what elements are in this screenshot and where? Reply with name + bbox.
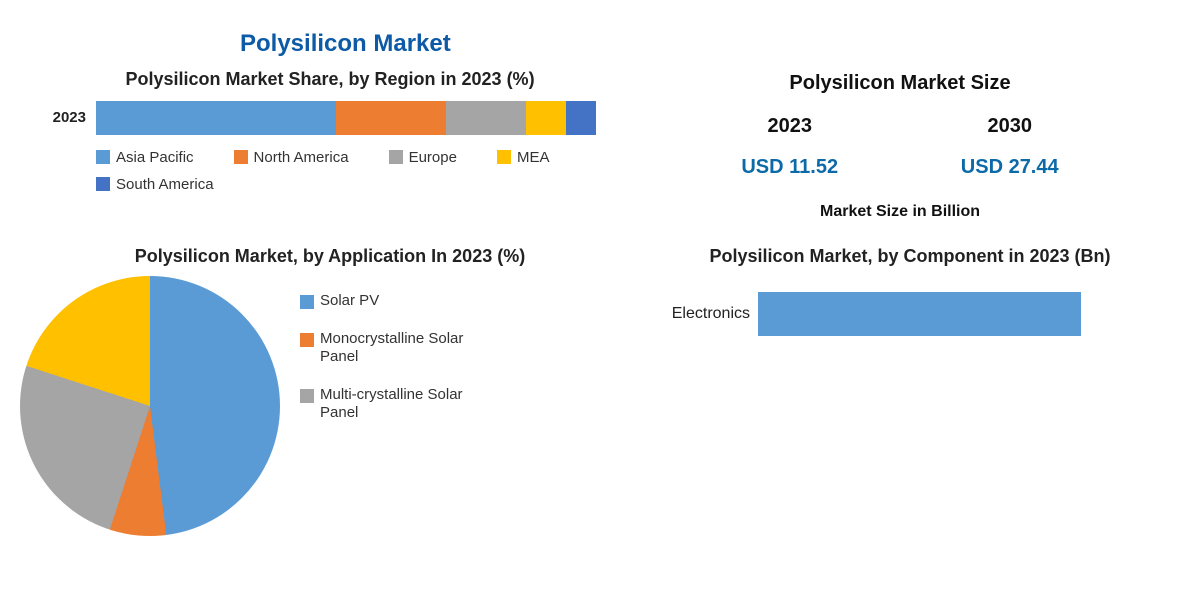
- region-share-row-label: 2023: [26, 109, 86, 126]
- region-segment-0: [96, 101, 336, 135]
- legend-swatch-icon: [96, 150, 110, 164]
- application-title: Polysilicon Market, by Application In 20…: [20, 245, 640, 268]
- application-chart: Polysilicon Market, by Application In 20…: [20, 235, 640, 536]
- region-legend-item-1: North America: [234, 149, 349, 166]
- region-share-chart: Polysilicon Market Share, by Region in 2…: [20, 64, 640, 221]
- legend-swatch-icon: [300, 333, 314, 347]
- component-bar-0: [758, 292, 1081, 336]
- market-size-unit: Market Size in Billion: [680, 203, 1120, 221]
- application-legend-item-0: Solar PV: [300, 292, 480, 310]
- region-share-bar-row: 2023: [26, 101, 634, 135]
- market-size-year-0: 2023: [741, 115, 838, 138]
- region-legend-label-0: Asia Pacific: [116, 149, 194, 166]
- application-legend-label-2: Multi-crystalline Solar Panel: [320, 386, 480, 422]
- legend-swatch-icon: [300, 389, 314, 403]
- application-pie-wrap: [20, 276, 280, 536]
- page-title: Polysilicon Market: [240, 30, 1180, 58]
- region-legend-label-1: North America: [254, 149, 349, 166]
- market-size-title: Polysilicon Market Size: [680, 72, 1120, 95]
- component-bar-row-0: Electronics: [640, 292, 1180, 336]
- region-share-legend: Asia Pacific North America Europe MEA South …: [96, 149, 616, 193]
- application-legend-item-1: Monocrystalline Solar Panel: [300, 330, 480, 366]
- market-size-value-1: USD 27.44: [961, 156, 1059, 179]
- region-legend-label-4: South America: [116, 176, 214, 193]
- region-legend-item-4: South America: [96, 176, 214, 193]
- region-legend-label-3: MEA: [517, 149, 550, 166]
- component-title: Polysilicon Market, by Component in 2023…: [640, 245, 1180, 268]
- region-share-stacked-bar: [96, 101, 596, 135]
- legend-swatch-icon: [234, 150, 248, 164]
- region-legend-item-0: Asia Pacific: [96, 149, 194, 166]
- row-bottom: Polysilicon Market, by Application In 20…: [20, 235, 1180, 536]
- region-segment-4: [566, 101, 596, 135]
- market-size-columns: 2023 USD 11.52 2030 USD 27.44: [680, 115, 1120, 179]
- market-size-col-1: 2030 USD 27.44: [961, 115, 1059, 179]
- application-legend-label-0: Solar PV: [320, 292, 379, 310]
- component-bar-label-0: Electronics: [640, 305, 750, 323]
- region-legend-item-3: MEA: [497, 149, 550, 166]
- market-size-col-0: 2023 USD 11.52: [741, 115, 838, 179]
- region-legend-item-2: Europe: [389, 149, 457, 166]
- component-rows: Electronics: [640, 292, 1180, 336]
- legend-swatch-icon: [497, 150, 511, 164]
- application-legend: Solar PV Monocrystalline Solar Panel Multi…: [300, 276, 480, 422]
- market-size-year-1: 2030: [961, 115, 1059, 138]
- legend-swatch-icon: [96, 177, 110, 191]
- region-legend-label-2: Europe: [409, 149, 457, 166]
- application-body: Solar PV Monocrystalline Solar Panel Multi…: [20, 276, 640, 536]
- legend-swatch-icon: [300, 295, 314, 309]
- region-share-title: Polysilicon Market Share, by Region in 2…: [26, 68, 634, 91]
- component-bar-track-0: [758, 292, 1138, 336]
- region-segment-1: [336, 101, 446, 135]
- region-segment-3: [526, 101, 566, 135]
- application-legend-item-2: Multi-crystalline Solar Panel: [300, 386, 480, 422]
- legend-swatch-icon: [389, 150, 403, 164]
- application-legend-label-1: Monocrystalline Solar Panel: [320, 330, 480, 366]
- market-size-panel: Polysilicon Market Size 2023 USD 11.52 2…: [640, 64, 1140, 221]
- application-pie: [20, 276, 280, 536]
- region-segment-2: [446, 101, 526, 135]
- page-root: Polysilicon Market Polysilicon Market Sh…: [0, 0, 1200, 600]
- market-size-value-0: USD 11.52: [741, 156, 838, 179]
- row-top: Polysilicon Market Share, by Region in 2…: [20, 64, 1180, 221]
- component-chart: Polysilicon Market, by Component in 2023…: [640, 235, 1180, 536]
